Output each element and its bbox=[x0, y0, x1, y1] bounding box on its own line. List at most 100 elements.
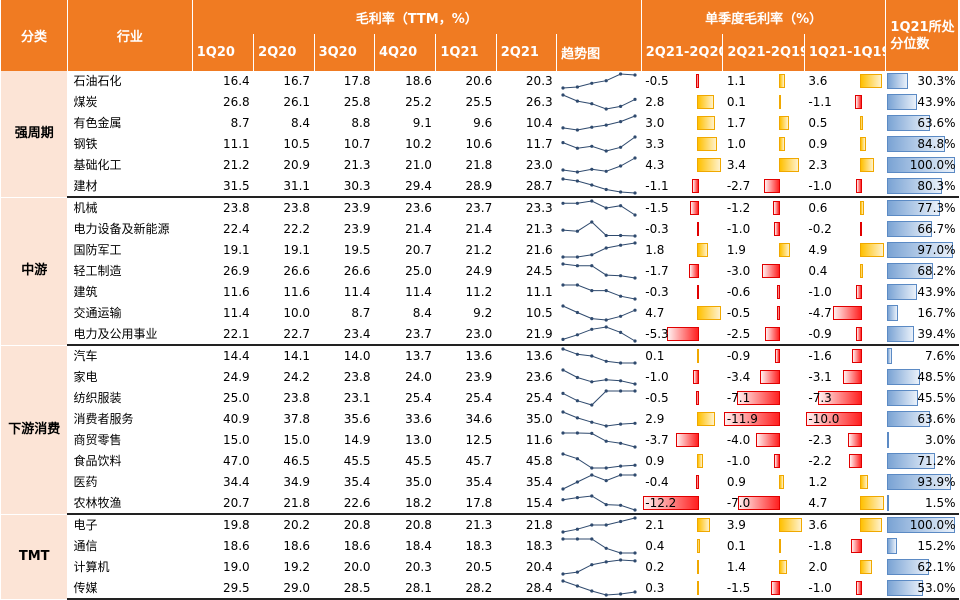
sparkline-point bbox=[589, 125, 594, 129]
change-value: -1.2 bbox=[726, 201, 751, 215]
percentile-value: 15.2% bbox=[917, 539, 956, 553]
trend-cell bbox=[556, 471, 642, 493]
percentile-bar bbox=[886, 73, 908, 89]
margin-value: 20.9 bbox=[253, 154, 315, 176]
percentile-cell: 30.3% bbox=[885, 71, 959, 92]
change-value: 3.0 bbox=[645, 116, 665, 130]
sparkline-point bbox=[589, 380, 594, 384]
margin-value: 14.9 bbox=[314, 429, 375, 451]
table-row: TMT 电子 19.8 20.2 20.8 20.8 21.3 21.8 2.1 3.9 3.6 10… bbox=[1, 514, 959, 600]
sparkline-point bbox=[575, 375, 579, 380]
sparkline-point bbox=[633, 389, 637, 393]
change-value: 0.9 bbox=[726, 475, 746, 489]
change-cell: -1.5 bbox=[641, 197, 723, 219]
sparkline bbox=[561, 431, 637, 449]
margin-value: 23.8 bbox=[314, 366, 375, 388]
sparkline-point bbox=[575, 179, 579, 183]
sparkline-point bbox=[618, 72, 622, 76]
table-row: 交通运输 11.4 10.0 8.7 8.4 9.2 10.5 4.7 -0.5 -4.7 16.7… bbox=[1, 302, 959, 324]
sparkline-point bbox=[604, 79, 608, 83]
change-bar bbox=[774, 349, 781, 363]
change-cell: 0.9 bbox=[641, 450, 723, 472]
margin-value: 20.2 bbox=[253, 514, 315, 536]
change-bar bbox=[848, 454, 862, 468]
change-cell: -3.0 bbox=[722, 260, 805, 282]
header-period: 1Q21 bbox=[435, 34, 497, 71]
trend-cell bbox=[556, 450, 642, 472]
change-value: -1.0 bbox=[726, 454, 751, 468]
sparkline-point bbox=[633, 97, 637, 101]
sparkline-point bbox=[561, 579, 565, 583]
industry-cell: 有色金属 bbox=[67, 112, 193, 134]
percentile-cell: 63.6% bbox=[885, 112, 959, 134]
change-bar bbox=[762, 264, 781, 278]
margin-value: 18.6 bbox=[192, 535, 254, 557]
percentile-bar bbox=[886, 453, 936, 469]
trend-cell bbox=[556, 535, 642, 557]
sparkline-point bbox=[589, 420, 594, 424]
sparkline-point bbox=[604, 107, 608, 111]
change-cell: -10.0 bbox=[804, 408, 886, 430]
change-cell: 4.7 bbox=[641, 302, 723, 324]
change-bar bbox=[737, 496, 781, 510]
change-value: -3.1 bbox=[808, 370, 832, 384]
percentile-cell: 15.2% bbox=[885, 535, 959, 557]
sparkline-point bbox=[618, 274, 622, 278]
change-value: -1.0 bbox=[808, 581, 832, 595]
sparkline-line bbox=[562, 94, 635, 110]
sparkline bbox=[561, 262, 637, 280]
sparkline bbox=[561, 410, 637, 428]
sparkline-point bbox=[633, 213, 637, 217]
margin-value: 28.9 bbox=[435, 175, 497, 198]
sparkline bbox=[561, 325, 637, 343]
industry-cell: 纺织服装 bbox=[67, 387, 193, 409]
trend-cell bbox=[556, 408, 642, 430]
sparkline-line bbox=[562, 453, 635, 469]
percentile-cell: 45.5% bbox=[885, 387, 959, 409]
margin-value: 22.6 bbox=[314, 492, 375, 515]
sparkline-point bbox=[618, 558, 622, 562]
table-row: 钢铁 11.1 10.5 10.7 10.2 10.6 11.7 3.3 1.0 0.9 84.8% bbox=[1, 133, 959, 155]
change-cell: -1.7 bbox=[641, 260, 723, 282]
sparkline-line bbox=[562, 538, 635, 554]
change-bar bbox=[697, 95, 715, 109]
sparkline-point bbox=[618, 314, 622, 318]
sparkline-point bbox=[575, 283, 579, 287]
sparkline-point bbox=[604, 206, 608, 210]
change-bar bbox=[805, 412, 862, 426]
change-value: 1.8 bbox=[645, 243, 665, 257]
sparkline-point bbox=[589, 494, 594, 498]
sparkline-point bbox=[589, 144, 594, 148]
sparkline-point bbox=[561, 177, 565, 181]
sparkline-point bbox=[604, 389, 608, 393]
header-percentile: 1Q21所处分位数 bbox=[885, 0, 959, 71]
percentile-bar bbox=[886, 136, 945, 152]
sparkline-point bbox=[575, 352, 579, 356]
header-change: 2Q21-2Q19 bbox=[722, 34, 805, 71]
sparkline-line bbox=[562, 474, 635, 490]
change-cell: 1.7 bbox=[722, 112, 805, 134]
change-value: 2.9 bbox=[645, 412, 665, 426]
change-cell: 0.1 bbox=[722, 535, 805, 557]
sparkline-point bbox=[575, 416, 579, 420]
category-cell: 下游消费 bbox=[1, 345, 68, 515]
percentile-value: 100.0% bbox=[909, 518, 956, 532]
sparkline-point bbox=[633, 382, 637, 386]
table-row: 中游 机械 23.8 23.8 23.9 23.6 23.7 23.3 -1.5 -1.2 0.6 7… bbox=[1, 197, 959, 346]
change-cell: -1.0 bbox=[804, 281, 886, 303]
margin-value: 9.2 bbox=[435, 302, 497, 324]
margin-value: 21.4 bbox=[435, 218, 497, 240]
margin-value: 37.8 bbox=[253, 408, 315, 430]
change-bar bbox=[695, 74, 699, 88]
percentile-value: 43.9% bbox=[917, 285, 956, 299]
change-value: 1.9 bbox=[726, 243, 746, 257]
margin-value: 14.4 bbox=[192, 345, 254, 367]
industry-cell: 通信 bbox=[67, 535, 193, 557]
sparkline-point bbox=[604, 318, 608, 322]
sparkline-point bbox=[618, 204, 622, 208]
table-row: 农林牧渔 20.7 21.8 22.6 18.2 17.8 15.4 -12.2 -7.0 4.7… bbox=[1, 492, 959, 515]
margin-value: 25.4 bbox=[435, 387, 497, 409]
change-cell: 2.3 bbox=[804, 154, 886, 176]
percentile-cell: 100.0% bbox=[885, 514, 959, 536]
sparkline bbox=[561, 72, 637, 90]
